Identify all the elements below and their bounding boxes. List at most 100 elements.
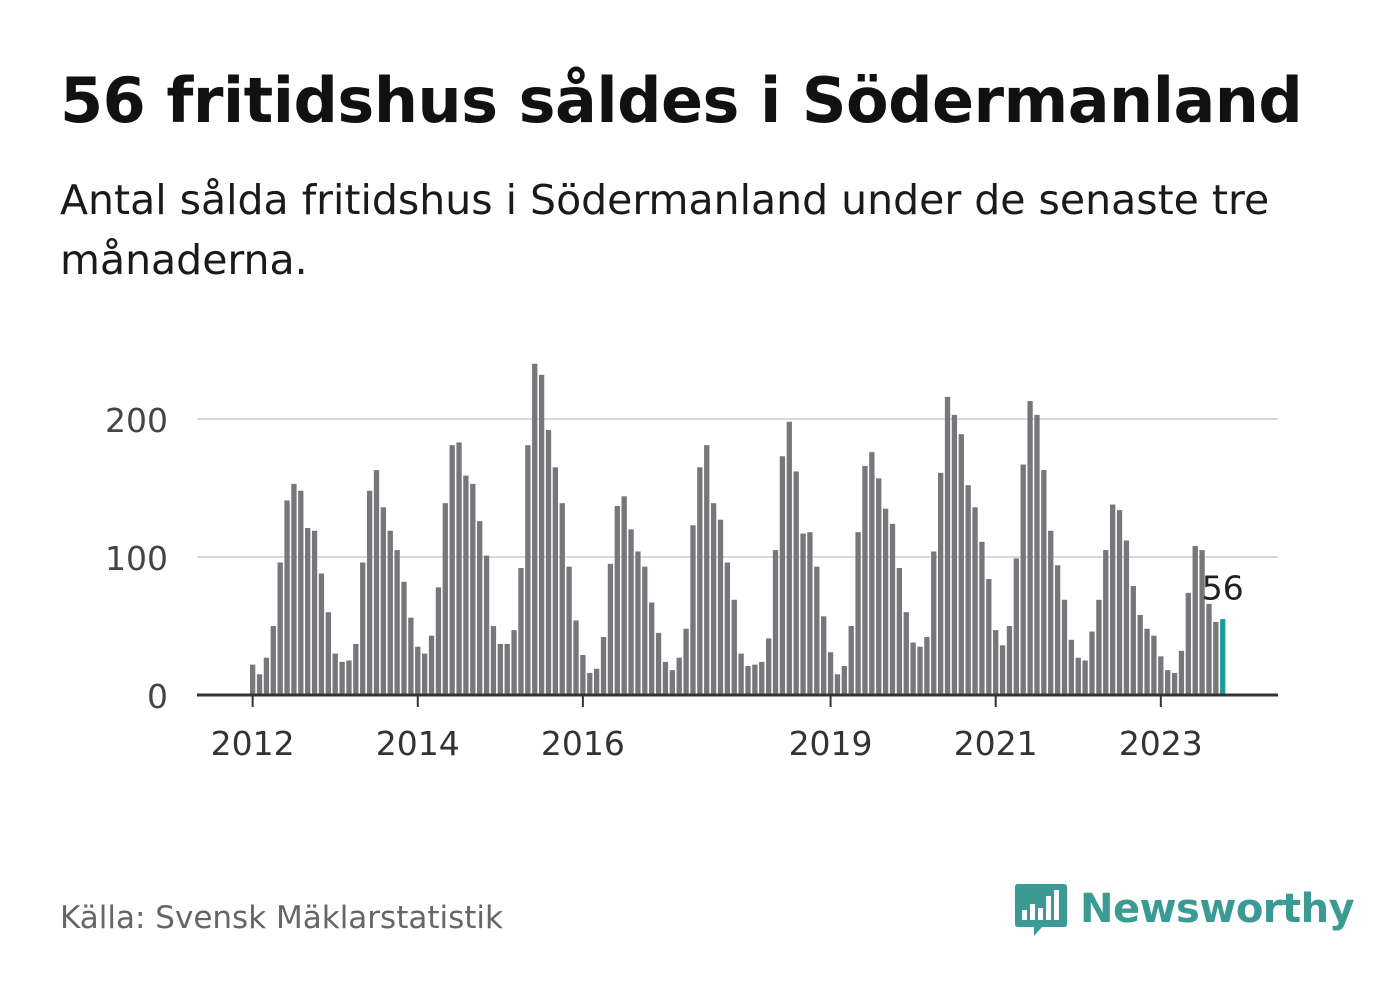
bar [325, 612, 331, 695]
bar [986, 579, 992, 695]
bar [1013, 558, 1019, 695]
bar [415, 646, 421, 695]
bar [1061, 599, 1068, 695]
bar [394, 550, 400, 695]
source-note: Källa: Svensk Mäklarstatistik [60, 900, 503, 936]
bar [676, 657, 682, 695]
bar [600, 637, 607, 695]
bar [1158, 656, 1164, 695]
bar [428, 635, 435, 695]
bar [903, 612, 909, 695]
bar [1213, 621, 1219, 695]
bar [1110, 504, 1116, 695]
bar [263, 657, 270, 695]
bar [704, 445, 710, 695]
newsworthy-bar-chart-icon [1015, 884, 1067, 936]
bar [449, 445, 455, 695]
bar [607, 563, 614, 695]
bar [710, 503, 717, 695]
bar [291, 483, 297, 695]
bar [745, 666, 751, 695]
bar [594, 668, 600, 695]
bar [882, 508, 889, 695]
bar [635, 551, 641, 695]
bar [250, 664, 256, 695]
bar [1103, 550, 1109, 695]
bar [944, 396, 951, 695]
bar [559, 503, 565, 695]
bar [752, 664, 758, 695]
bar [724, 562, 731, 695]
bar [793, 471, 799, 695]
bar [848, 626, 854, 695]
bar [614, 505, 620, 695]
bar [483, 555, 490, 695]
highlight-bar [1220, 619, 1226, 695]
bar [655, 632, 662, 695]
bar [717, 519, 724, 695]
bar-chart: 0 100 200 2012 2014 2016 2019 2021 2023 56 [105, 363, 1278, 763]
bars [250, 363, 1226, 695]
bar [1123, 540, 1130, 695]
x-axis [197, 693, 1278, 707]
bar [463, 475, 469, 695]
bar [332, 653, 338, 695]
bar [442, 503, 448, 695]
bar [759, 661, 765, 695]
bar [587, 672, 593, 695]
bar [435, 587, 442, 695]
bar [662, 661, 669, 695]
bar [697, 467, 703, 695]
bar [270, 626, 276, 695]
bar [373, 470, 380, 695]
bar [1178, 650, 1185, 695]
bar [387, 530, 393, 695]
bar [896, 568, 903, 695]
bar [470, 483, 476, 695]
bar [1068, 639, 1075, 695]
bar [311, 530, 318, 695]
bar [1048, 530, 1054, 695]
bar [1089, 631, 1095, 695]
bar [518, 568, 524, 695]
brand-logo: Newsworthy [1012, 880, 1355, 938]
bar [1171, 672, 1178, 695]
bar [910, 642, 916, 695]
bar [1034, 414, 1040, 695]
bar [1075, 657, 1081, 695]
bar [456, 442, 462, 695]
bar [477, 521, 483, 695]
bar [1206, 603, 1212, 695]
bar [876, 478, 882, 695]
bar [965, 485, 971, 695]
bar [532, 363, 538, 695]
bar [772, 550, 779, 695]
bar [504, 643, 510, 695]
bar [545, 430, 552, 695]
bar [731, 599, 737, 695]
bar [538, 374, 545, 695]
chart-title: 56 fritidshus såldes i Södermanland [60, 64, 1303, 137]
bar [690, 525, 696, 695]
bar [490, 626, 497, 695]
bar [525, 445, 531, 695]
y-axis-labels: 0 100 200 [105, 401, 168, 716]
bar [951, 414, 958, 695]
bar [277, 562, 283, 695]
bar [346, 660, 352, 695]
bar [855, 532, 861, 695]
bar [628, 529, 634, 695]
bar [786, 421, 792, 695]
bar [862, 465, 868, 695]
bar [834, 674, 841, 695]
bar [827, 652, 834, 695]
y-tick-label: 200 [105, 401, 168, 440]
bar [339, 661, 345, 695]
bar [511, 630, 517, 695]
bar [869, 452, 875, 695]
bar [938, 472, 944, 695]
bar [1116, 510, 1123, 695]
bar [958, 434, 964, 695]
data-label-latest: 56 [1202, 569, 1244, 608]
bar [807, 532, 813, 695]
